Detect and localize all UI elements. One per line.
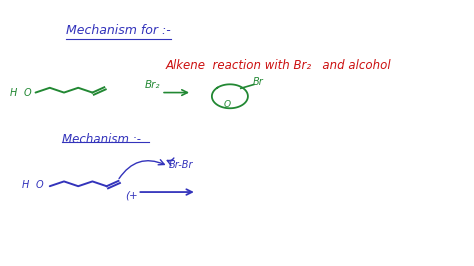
Text: Mechanism :-: Mechanism :- xyxy=(62,133,141,146)
Text: O: O xyxy=(36,180,43,190)
Text: Mechanism for :-: Mechanism for :- xyxy=(66,24,171,37)
Text: Br₂: Br₂ xyxy=(145,80,160,90)
Text: O: O xyxy=(24,88,31,98)
Text: H: H xyxy=(9,88,17,98)
Text: Br: Br xyxy=(253,77,264,87)
Text: O: O xyxy=(224,101,231,110)
Text: (+: (+ xyxy=(126,190,138,200)
Text: Br-Br: Br-Br xyxy=(168,160,193,170)
Text: Alkene  reaction with Br₂   and alcohol: Alkene reaction with Br₂ and alcohol xyxy=(166,59,392,72)
Text: H: H xyxy=(21,180,29,190)
